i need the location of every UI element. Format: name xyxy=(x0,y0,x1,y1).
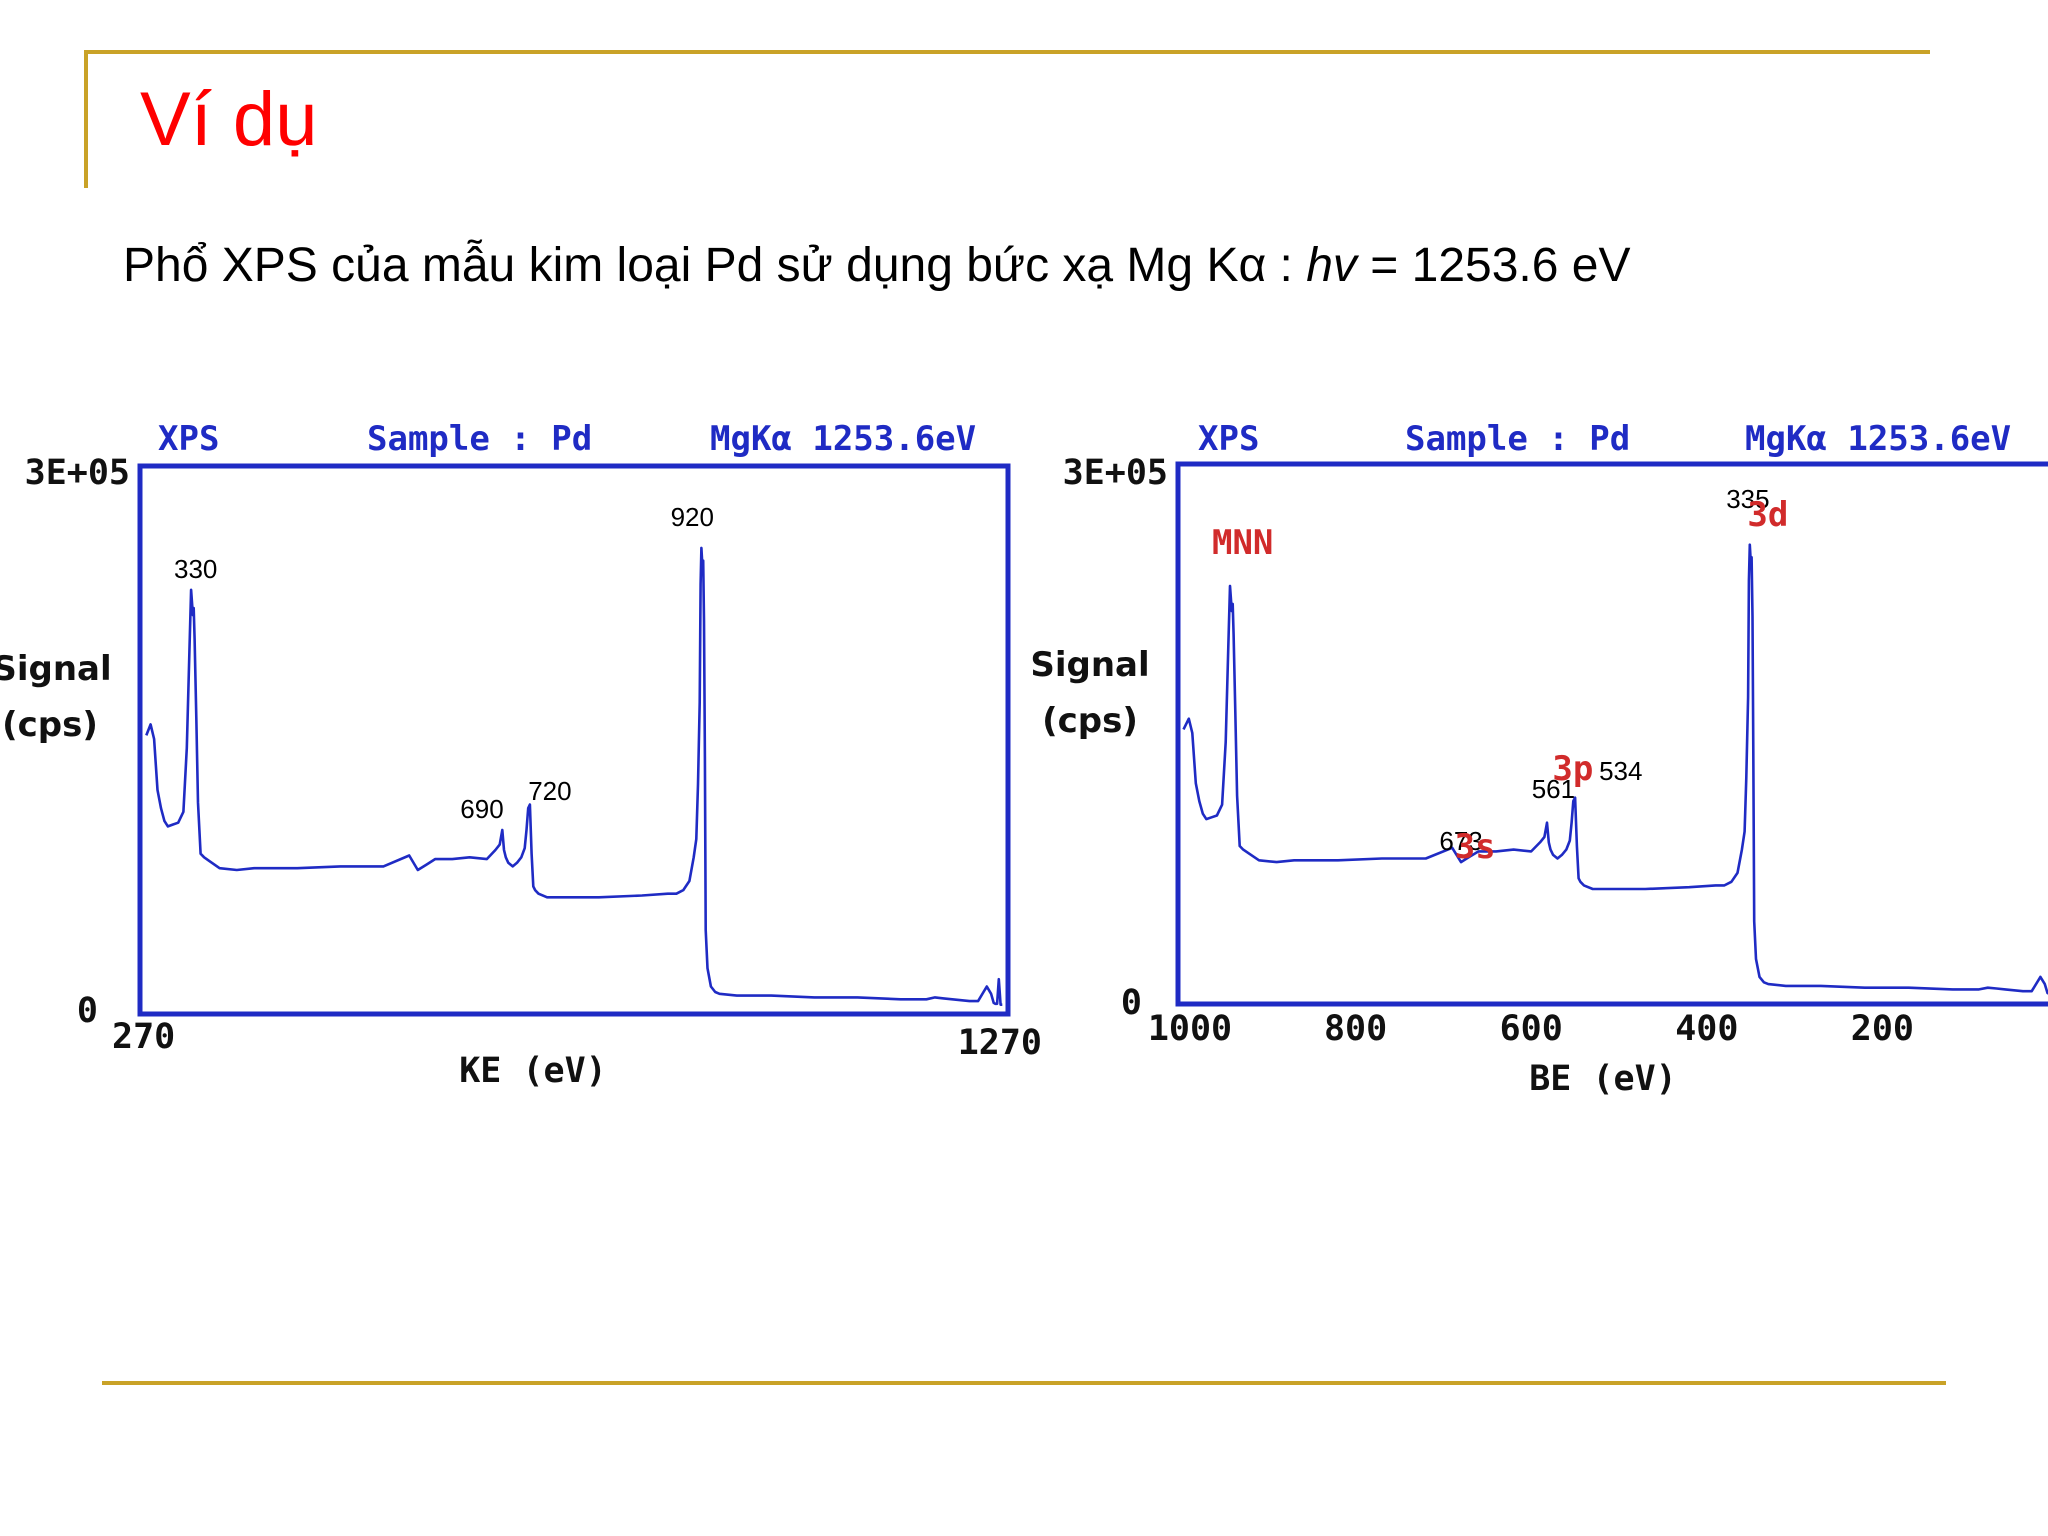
top-rule xyxy=(84,50,1930,54)
peak-label-3p: 3p xyxy=(1552,749,1593,789)
peak-labels: 673 561 534 335 MNN 3s 3p 3d xyxy=(1212,484,1788,867)
peak-label-673: 673 xyxy=(1439,826,1482,856)
x-axis-label: BE (eV) xyxy=(1529,1059,1677,1099)
x-tick-label-400: 400 xyxy=(1675,1009,1738,1049)
chart-header-xps: XPS xyxy=(1198,419,1259,459)
chart-header-source: MgKα 1253.6eV xyxy=(1745,419,2011,459)
peak-label-335: 335 xyxy=(1726,484,1769,514)
slide-subtitle: Phổ XPS của mẫu kim loại Pd sử dụng bức … xyxy=(123,236,1630,296)
subtitle-energy: = 1253.6 eV xyxy=(1356,239,1631,292)
bottom-rule xyxy=(102,1381,1946,1385)
chart-header-xps: XPS xyxy=(158,419,219,459)
x-tick-label-270: 270 xyxy=(112,1017,175,1057)
plot-frame xyxy=(1175,461,2048,1007)
y-axis-label-unit: (cps) xyxy=(2,705,98,745)
peak-label-mnn: MNN xyxy=(1212,523,1273,563)
slide-title: Ví dụ xyxy=(140,77,318,162)
chart-header-source: MgKα 1253.6eV xyxy=(710,419,976,459)
peak-label-720: 720 xyxy=(528,776,571,806)
x-tick-labels: 10008006004002000 xyxy=(1148,1009,2048,1049)
chart-header-sample: Sample : Pd xyxy=(1405,419,1630,459)
subtitle-hv: hv xyxy=(1306,239,1357,292)
peak-label-690: 690 xyxy=(460,794,503,824)
plot-frame xyxy=(137,463,1011,1017)
peak-label-330: 330 xyxy=(174,554,217,584)
chart-header-sample: Sample : Pd xyxy=(367,419,592,459)
x-tick-label-1000: 1000 xyxy=(1148,1009,1232,1049)
x-tick-label-200: 200 xyxy=(1851,1009,1914,1049)
x-tick-label-600: 600 xyxy=(1500,1009,1563,1049)
left-rule xyxy=(84,50,88,188)
y-max-label: 3E+05 xyxy=(1063,453,1168,493)
x-axis-label: KE (eV) xyxy=(459,1051,607,1091)
x-tick-label-800: 800 xyxy=(1324,1009,1387,1049)
y-max-label: 3E+05 xyxy=(25,453,130,493)
y-axis-label-signal: Signal xyxy=(0,649,112,689)
peak-label-3d: 3d xyxy=(1747,495,1788,535)
peak-labels: 330 690 720 920 xyxy=(174,502,714,824)
peak-label-534: 534 xyxy=(1599,756,1642,786)
x-tick-label-1270: 1270 xyxy=(958,1023,1042,1063)
spectrum-line xyxy=(145,546,1003,1007)
spectrum-line xyxy=(1182,543,2048,995)
peak-label-3s: 3s xyxy=(1455,827,1496,867)
xps-ke-chart: XPS Sample : Pd MgKα 1253.6eV 3E+05 0 Si… xyxy=(0,419,1042,1091)
peak-label-561: 561 xyxy=(1532,774,1575,804)
subtitle-text: Phổ XPS của mẫu kim loại Pd sử dụng bức … xyxy=(123,239,1307,292)
xps-be-chart: XPS Sample : Pd MgKα 1253.6eV 3E+05 0 Si… xyxy=(1030,419,2048,1099)
y-zero-label: 0 xyxy=(77,991,98,1031)
y-zero-label: 0 xyxy=(1121,983,1142,1023)
y-axis-label-signal: Signal xyxy=(1030,645,1149,685)
peak-label-920: 920 xyxy=(671,502,714,532)
y-axis-label-unit: (cps) xyxy=(1042,701,1138,741)
x-tick-labels: 270 1270 xyxy=(112,1017,1042,1063)
